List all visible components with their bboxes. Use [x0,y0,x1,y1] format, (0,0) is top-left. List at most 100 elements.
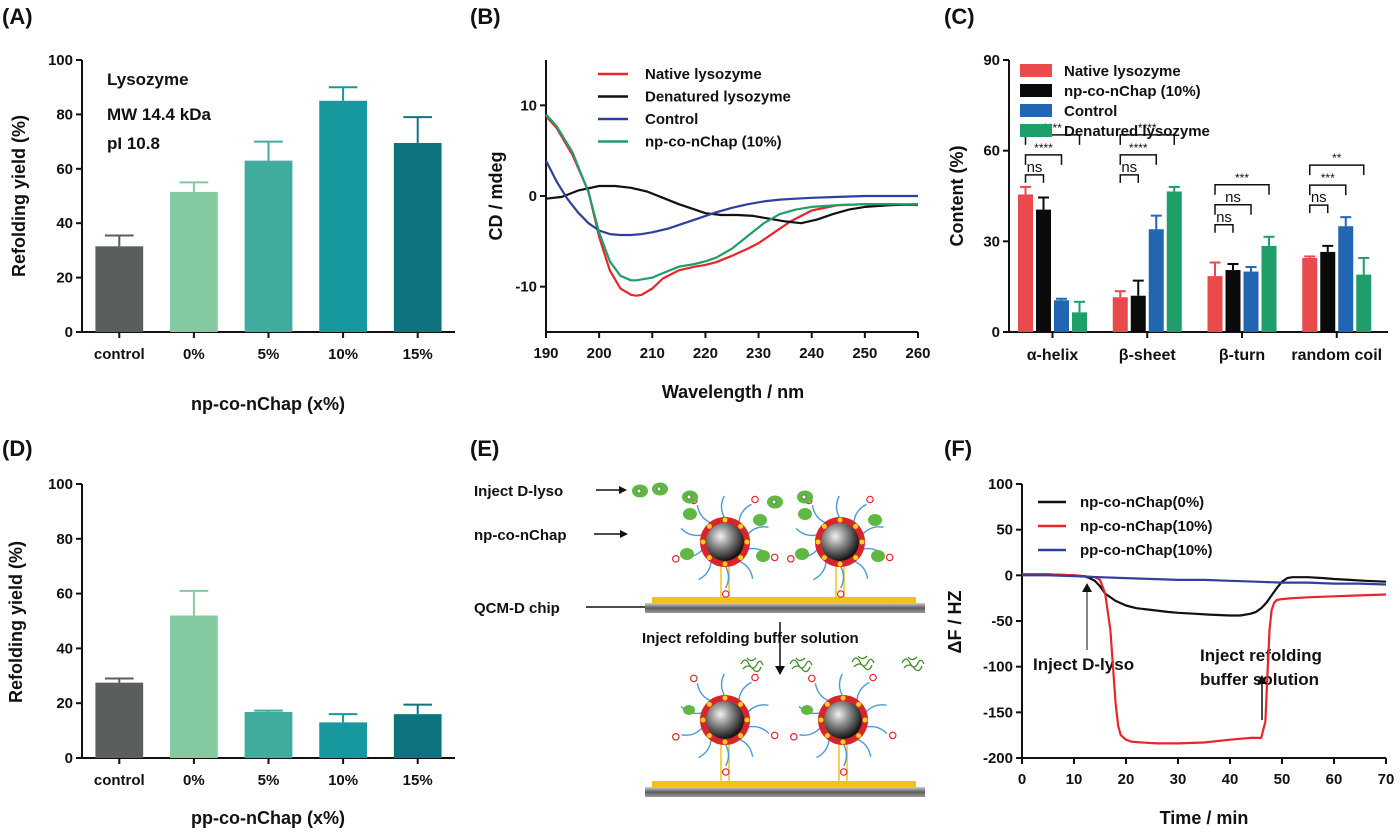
a-annotation-protein: Lysozyme [107,70,189,89]
d-x-axis-label: pp-co-nChap (x%) [191,808,345,828]
c-bar [1112,297,1128,332]
e-corona-dot [824,733,830,739]
c-bar [1225,270,1241,332]
c-significance-label: *** [1235,171,1249,185]
f-annotation-buffer-solution: buffer solution [1200,670,1319,689]
e-charge-group [770,731,779,740]
e-refolded-lysozyme [851,655,875,671]
e-nanoparticle-core [706,523,744,561]
f-x-tick-label: 0 [1018,771,1026,788]
e-arrowhead-np-co-nchap [620,530,628,538]
f-arrowhead-inject-dlyso [1082,583,1092,592]
c-bar [1054,300,1069,332]
e-corona-dot [706,555,712,561]
f-y-tick-label: 0 [1005,567,1013,584]
e-charge-group [721,768,730,776]
e-bound-protein [680,548,694,560]
b-series-line-0 [545,115,919,297]
e-qcmd-chip [645,787,925,797]
f-x-tick-label: 30 [1170,771,1187,788]
e-charge-group [885,553,894,562]
c-significance-label: **** [1034,141,1053,155]
e-corona-dot [706,733,712,739]
e-corona-dot [815,539,821,545]
a-annotation-mw: MW 14.4 kDa [107,105,211,124]
e-corona-dot [706,701,712,707]
e-polymer-chain [865,725,888,735]
e-polymer-chain [739,738,754,757]
e-corona-dot [722,695,728,701]
d-x-tick-label: 5% [258,772,280,789]
e-polymer-chain [811,505,826,524]
b-x-tick-label: 210 [640,345,665,362]
e-corona-dot [818,717,824,723]
b-y-tick-label: 0 [529,188,537,205]
panel-label-a: (A) [2,4,33,29]
e-corona-dot [744,717,750,723]
a-y-tick-label: 60 [56,161,73,178]
d-y-tick-label: 20 [56,695,73,712]
e-polymer-chain [853,503,867,523]
c-significance-label: ns [1027,159,1043,176]
c-significance-bracket [1309,184,1347,196]
b-series-line-3 [545,113,918,282]
f-series-line-1 [1022,573,1387,745]
e-charge-group [888,731,897,740]
e-corona-dot [722,517,728,523]
a-y-tick-label: 20 [56,270,73,287]
d-y-tick-label: 0 [65,750,73,767]
f-y-tick-label: 50 [996,522,1013,539]
c-legend-label: Denatured lysozyme [1064,123,1210,140]
e-lysozyme-charge [771,499,777,505]
e-charge-group [671,554,680,563]
b-x-tick-label: 240 [799,345,824,362]
c-bar [1261,245,1277,332]
d-x-tick-label: control [94,772,145,789]
e-lysozyme-charge [686,494,692,500]
e-arrowhead-inject-dlyso [619,486,627,494]
e-corona-dot [837,517,843,523]
d-x-tick-label: 10% [328,772,358,789]
a-bar [393,142,442,332]
e-refolded-lysozyme [901,656,925,672]
e-corona-dot [856,701,862,707]
e-polymer-chain [854,560,869,579]
e-corona-dot [722,561,728,567]
e-bound-protein [683,705,695,715]
f-y-axis-label: ΔF / HZ [945,591,965,654]
b-x-tick-label: 190 [533,345,558,362]
e-lysozyme-charge [636,488,642,494]
d-bar [244,711,293,758]
c-significance-label: ns [1225,189,1241,206]
e-polymer-chain [857,738,872,757]
e-schematic-art [586,482,925,797]
e-polymer-chain [816,739,830,759]
b-series-line-2 [545,160,918,237]
e-corona-dot [853,555,859,561]
c-bar [1243,271,1259,332]
e-nanoparticle-core [821,523,859,561]
e-corona-dot [738,555,744,561]
c-significance-bracket [1214,204,1252,215]
d-y-tick-label: 40 [56,640,73,657]
e-bound-protein [795,548,809,560]
e-polymer-chain [842,743,848,767]
f-x-tick-label: 60 [1326,771,1343,788]
f-legend-label: pp-co-nChap(10%) [1080,542,1213,559]
e-polymer-chain [724,743,730,767]
e-polymer-chain [739,560,754,579]
e-polymer-chain [747,526,769,535]
e-charge-group [869,673,877,682]
e-polymer-chain [799,727,821,736]
e-lysozyme-charge [656,486,662,492]
a-bar [319,100,367,332]
e-polymer-chain [795,527,818,537]
c-bar [1130,295,1146,332]
c-significance-label: ns [1121,159,1137,176]
c-legend-label: Native lysozyme [1064,63,1181,80]
e-refolded-lysozyme [740,657,764,673]
c-bar [1072,312,1087,332]
c-significance-bracket [1309,204,1329,214]
a-x-tick-label: 5% [258,346,280,363]
e-corona-dot [853,523,859,529]
